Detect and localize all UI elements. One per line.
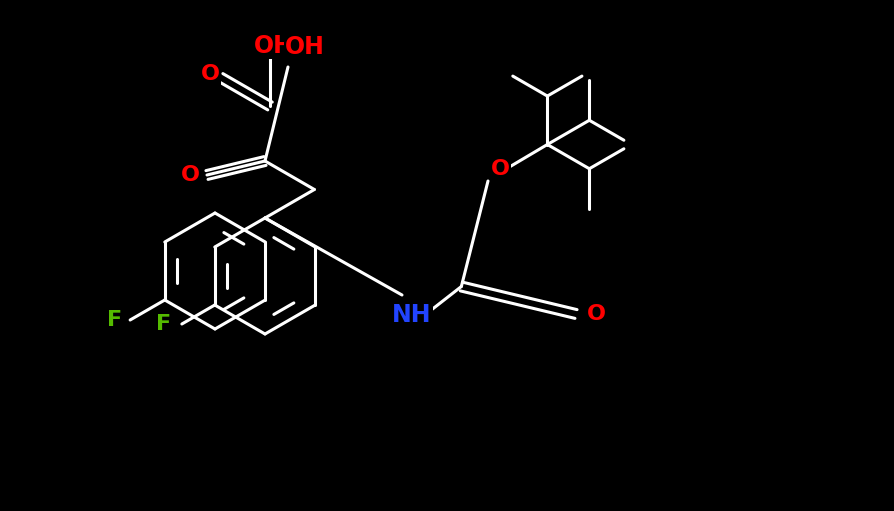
Text: NH: NH [392,303,431,327]
Text: O: O [586,304,605,324]
Text: OH: OH [254,34,293,58]
Text: F: F [106,310,122,330]
Text: O: O [490,159,509,179]
Text: F: F [156,314,172,334]
Text: O: O [201,63,220,83]
Text: O: O [181,165,199,185]
Text: OH: OH [285,35,325,59]
